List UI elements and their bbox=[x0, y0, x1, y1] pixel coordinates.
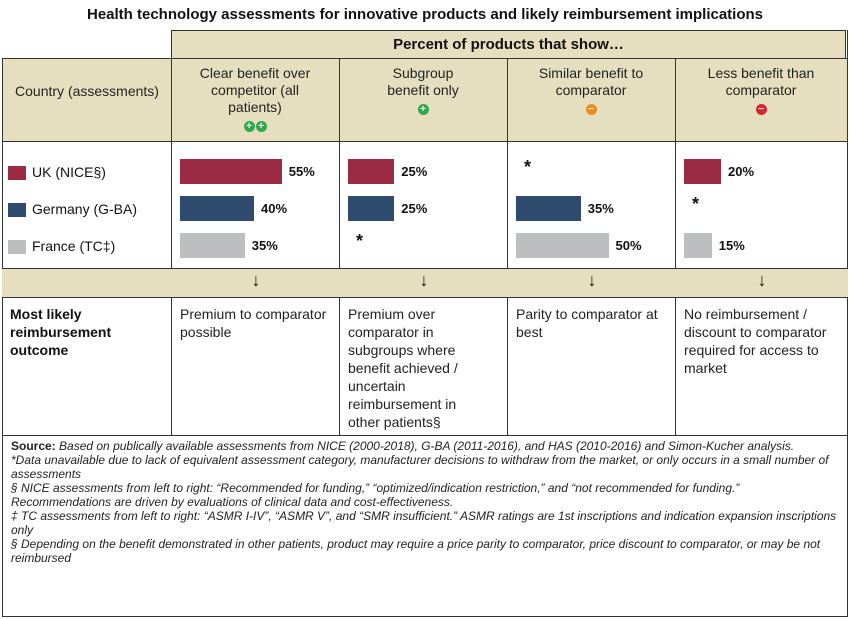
arrow-band bbox=[2, 268, 848, 298]
legend-swatch bbox=[8, 166, 26, 181]
column-header-label: Less benefit than comparator bbox=[707, 65, 815, 98]
legend-label: France (TC‡) bbox=[32, 238, 116, 254]
down-arrow-icon: ↓ bbox=[757, 270, 767, 290]
footnotes: Source: Based on publically available as… bbox=[2, 435, 848, 617]
minus-icon: − bbox=[585, 103, 597, 115]
bar-value-label: 20% bbox=[728, 164, 755, 179]
bar bbox=[348, 196, 395, 221]
bar-value-label: 35% bbox=[587, 201, 614, 216]
country-header-label: Country (assessments) bbox=[15, 83, 159, 99]
no-data-marker: * bbox=[524, 157, 532, 177]
legend-france: France (TC‡) bbox=[8, 238, 116, 255]
grid-line bbox=[847, 30, 848, 435]
bar bbox=[516, 196, 581, 221]
grid-line bbox=[339, 58, 340, 435]
country-header: Country (assessments) bbox=[2, 58, 171, 142]
plus-icon: + bbox=[243, 120, 255, 132]
bar bbox=[180, 159, 282, 184]
legend-label: Germany (G-BA) bbox=[32, 201, 138, 217]
grid-line bbox=[2, 58, 3, 435]
minus-icon: − bbox=[755, 103, 767, 115]
column-header-subgroup-benefit: Subgroup benefit only + bbox=[339, 58, 507, 142]
bar bbox=[684, 159, 721, 184]
note-dagger: ‡ TC assessments from left to right: “AS… bbox=[11, 509, 837, 537]
no-data-marker: * bbox=[356, 231, 364, 251]
source-label: Source: bbox=[11, 439, 56, 453]
band-header: Percent of products that show… bbox=[171, 30, 846, 58]
down-arrow-icon: ↓ bbox=[587, 270, 597, 290]
outcome-label: Most likely reimbursement outcome bbox=[10, 306, 112, 358]
legend-swatch bbox=[8, 203, 26, 218]
down-arrow-icon: ↓ bbox=[419, 270, 429, 290]
note-section2: § Depending on the benefit demonstrated … bbox=[11, 537, 821, 565]
column-header-label: Clear benefit over competitor (all patie… bbox=[199, 65, 311, 115]
bar-value-label: 35% bbox=[251, 238, 278, 253]
outcome-clear-benefit: Premium to comparator possible bbox=[180, 306, 327, 340]
bar bbox=[516, 233, 609, 258]
outcome-similar-benefit: Parity to comparator at best bbox=[516, 306, 658, 340]
down-arrow-icon: ↓ bbox=[251, 270, 261, 290]
outcome-less-benefit: No reimbursement / discount to comparato… bbox=[684, 306, 827, 376]
grid-line bbox=[507, 58, 508, 435]
column-header-label: Similar benefit to comparator bbox=[538, 65, 644, 98]
grid-line bbox=[675, 58, 676, 435]
bar-value-label: 55% bbox=[288, 164, 315, 179]
legend-label: UK (NICE§) bbox=[32, 164, 106, 180]
bar bbox=[180, 233, 245, 258]
source-text: Based on publically available assessment… bbox=[55, 439, 795, 453]
bar bbox=[348, 159, 395, 184]
bar bbox=[180, 196, 254, 221]
plus-icon: + bbox=[255, 120, 267, 132]
no-data-marker: * bbox=[692, 194, 700, 214]
plus-icon: + bbox=[417, 103, 429, 115]
legend-germany: Germany (G-BA) bbox=[8, 201, 138, 218]
bar-value-label: 50% bbox=[615, 238, 642, 253]
column-header-label: Subgroup benefit only bbox=[387, 65, 459, 98]
grid-line bbox=[171, 30, 172, 435]
bar-value-label: 40% bbox=[261, 201, 288, 216]
legend-swatch bbox=[8, 240, 26, 255]
column-header-clear-benefit: Clear benefit over competitor (all patie… bbox=[171, 58, 339, 142]
note-star: *Data unavailable due to lack of equival… bbox=[11, 453, 829, 481]
column-header-similar-benefit: Similar benefit to comparator − bbox=[507, 58, 675, 142]
legend-uk: UK (NICE§) bbox=[8, 164, 106, 181]
column-header-less-benefit: Less benefit than comparator − bbox=[675, 58, 848, 142]
bar-value-label: 25% bbox=[401, 201, 428, 216]
chart-title: Health technology assessments for innova… bbox=[86, 6, 764, 23]
bar bbox=[684, 233, 712, 258]
outcome-subgroup-benefit: Premium over comparator in subgroups whe… bbox=[348, 306, 458, 430]
bar-value-label: 15% bbox=[718, 238, 745, 253]
note-section: § NICE assessments from left to right: “… bbox=[11, 481, 740, 509]
bar-value-label: 25% bbox=[401, 164, 428, 179]
